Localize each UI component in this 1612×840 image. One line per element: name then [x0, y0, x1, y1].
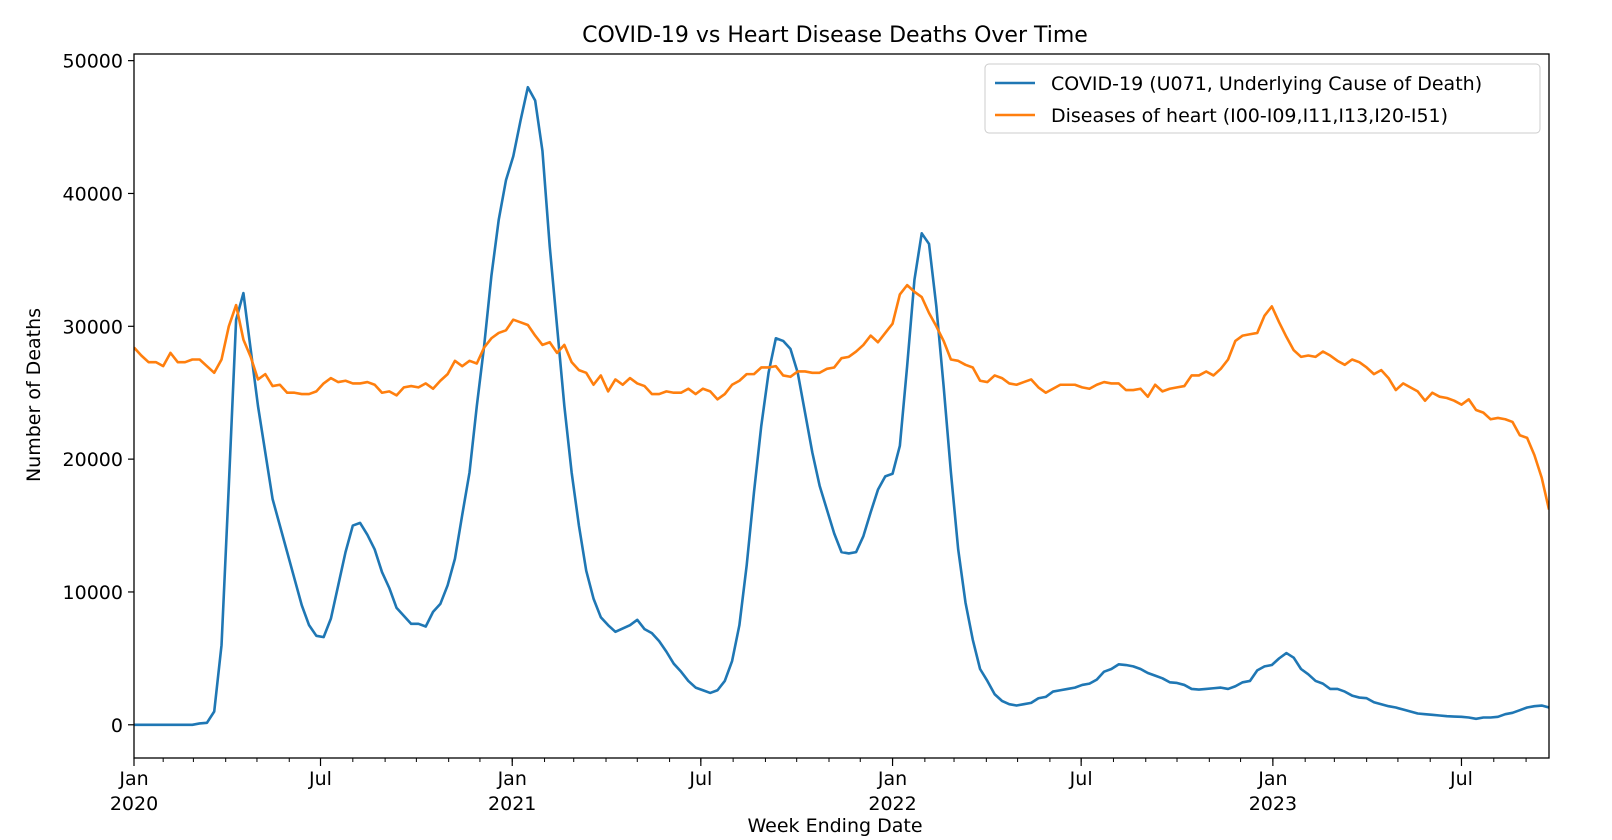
plot-frame [133, 53, 1550, 759]
series-line-0 [134, 85, 1549, 727]
y-tick-label: 50000 [63, 51, 123, 73]
x-tick-year-label: 2021 [488, 793, 536, 815]
x-tick-label: Jul [308, 768, 332, 790]
y-tick-label: 20000 [63, 449, 123, 471]
legend-label-1: Diseases of heart (I00-I09,I11,I13,I20-I… [1051, 105, 1448, 127]
x-tick-label: Jul [688, 768, 712, 790]
legend-label-0: COVID-19 (U071, Underlying Cause of Deat… [1051, 73, 1482, 95]
y-axis-label: Number of Deaths [23, 308, 45, 482]
chart-title: COVID-19 vs Heart Disease Deaths Over Ti… [582, 23, 1088, 48]
x-tick-label: Jan [1257, 768, 1287, 790]
x-tick-label: Jan [877, 768, 907, 790]
legend-box [984, 63, 1541, 134]
y-tick-label: 40000 [63, 183, 123, 205]
x-tick-label: Jul [1449, 768, 1473, 790]
x-tick-label: Jan [497, 768, 527, 790]
series-line-1 [134, 283, 1549, 510]
series-layer [134, 85, 1549, 727]
x-tick-year-label: 2020 [110, 793, 158, 815]
y-tick-label: 30000 [63, 316, 123, 338]
x-tick-label: Jul [1069, 768, 1093, 790]
x-axis-label: Week Ending Date [747, 815, 922, 837]
y-tick-label: 0 [111, 715, 123, 737]
axes-layer: 0 10000 20000 30000 40000 50000 Jan 2020 Jul Jan 2… [63, 51, 1550, 815]
x-tick-year-label: 2023 [1249, 793, 1297, 815]
y-tick-label: 10000 [63, 582, 123, 604]
legend: COVID-19 (U071, Underlying Cause of Deat… [984, 63, 1541, 134]
x-tick-label: Jan [118, 768, 148, 790]
x-tick-year-label: 2022 [868, 793, 916, 815]
